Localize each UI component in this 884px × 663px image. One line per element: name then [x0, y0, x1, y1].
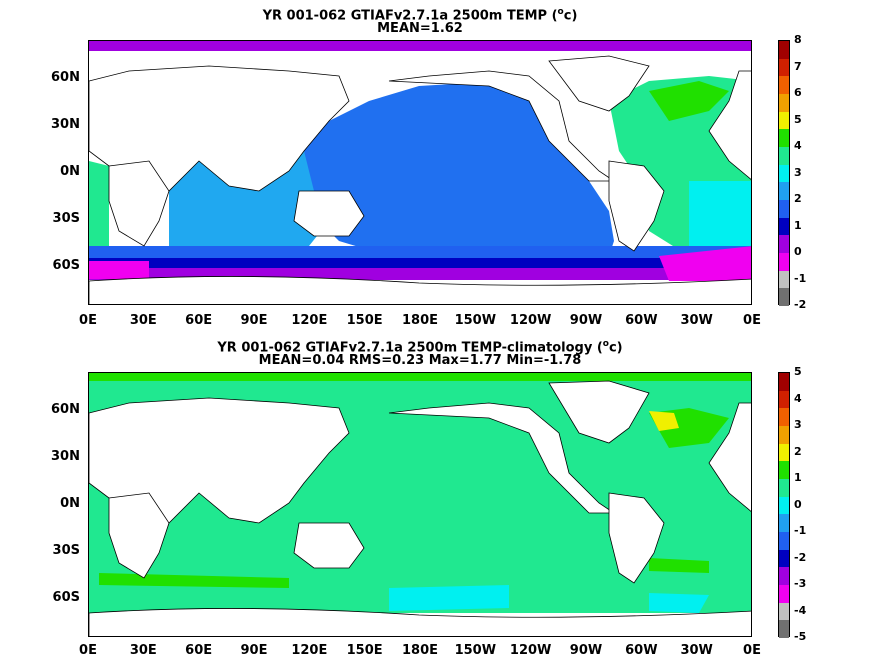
colorbar-segment — [779, 76, 789, 95]
colorbar-segment — [779, 479, 789, 498]
lon-label: 30E — [129, 643, 157, 658]
colorbar-tick-label: 5 — [794, 112, 802, 126]
colorbar-segment — [779, 58, 789, 77]
lon-label: 150W — [454, 313, 497, 328]
lon-label: 90W — [569, 313, 603, 328]
lat-label: 60N — [51, 70, 80, 85]
colorbar-tick-label: 7 — [794, 59, 802, 73]
lon-label: 150E — [346, 643, 383, 658]
colorbar-segment — [779, 567, 789, 586]
colorbar-segment — [779, 235, 789, 254]
colorbar-segment — [779, 373, 789, 392]
colorbar-segment — [779, 182, 789, 201]
lon-label: 60E — [185, 643, 213, 658]
panel2-map — [88, 372, 752, 637]
colorbar-segment — [779, 217, 789, 236]
panel1-colorbar — [778, 40, 790, 307]
lon-label: 0E — [79, 313, 97, 328]
lat-label: 0N — [60, 496, 80, 511]
colorbar-tick-label: 1 — [794, 218, 802, 232]
lat-label: 60N — [51, 402, 80, 417]
colorbar-tick-label: 6 — [794, 86, 802, 99]
colorbar-segment — [779, 549, 789, 568]
colorbar-segment — [779, 41, 789, 60]
panel2-subtitle: MEAN=0.04 RMS=0.23 Max=1.77 Min=-1.78 — [258, 353, 582, 368]
colorbar-segment — [779, 443, 789, 462]
colorbar-segment — [779, 253, 789, 272]
colorbar-tick-label: 1 — [794, 471, 802, 484]
colorbar-tick-label: -1 — [794, 524, 807, 537]
panel1-subtitle: MEAN=1.62 — [377, 21, 463, 36]
colorbar-segment — [779, 94, 789, 113]
lon-label: 90W — [569, 643, 603, 658]
lat-label: 30N — [51, 117, 80, 132]
lat-label: 60S — [52, 258, 80, 273]
lon-label: 150E — [346, 313, 383, 328]
colorbar-tick-label: 5 — [794, 365, 802, 378]
colorbar-segment — [779, 147, 789, 166]
lon-label: 120E — [291, 643, 328, 658]
colorbar-segment — [779, 461, 789, 480]
lon-label: 120E — [291, 313, 328, 328]
panel1-title: YR 001-062 GTIAFv2.7.1a 2500m TEMP (oc) — [262, 7, 578, 24]
lon-label: 60W — [625, 313, 658, 328]
colorbar-segment — [779, 585, 789, 604]
lon-label: 0E — [79, 643, 97, 658]
colorbar-tick-label: 0 — [794, 245, 802, 258]
lat-label: 60S — [52, 590, 80, 605]
colorbar-tick-label: 3 — [794, 165, 802, 179]
lon-label: 30E — [129, 313, 157, 328]
colorbar-tick-label: -2 — [794, 550, 807, 564]
lon-label: 60E — [185, 313, 213, 328]
lon-label: 30W — [680, 313, 713, 328]
colorbar-tick-label: 4 — [794, 139, 802, 152]
colorbar-tick-label: 0 — [794, 497, 802, 511]
colorbar-segment — [779, 288, 789, 307]
lon-label: 30W — [680, 643, 713, 658]
lon-label: 90E — [240, 313, 268, 328]
lon-label: 0E — [743, 643, 761, 658]
colorbar-segment — [779, 111, 789, 130]
colorbar-segment — [779, 129, 789, 148]
colorbar-segment — [779, 514, 789, 533]
colorbar-segment — [779, 602, 789, 621]
lon-label: 0E — [743, 313, 761, 328]
colorbar-segment — [779, 270, 789, 289]
lat-label: 30N — [51, 449, 80, 464]
colorbar-tick-label: -4 — [794, 603, 807, 617]
colorbar-tick-label: -5 — [794, 630, 807, 643]
colorbar-tick-label: -3 — [794, 577, 807, 590]
panel2-title: YR 001-062 GTIAFv2.7.1a 2500m TEMP-clima… — [217, 339, 623, 356]
colorbar-segment — [779, 496, 789, 515]
lon-label: 120W — [509, 643, 552, 658]
colorbar-tick-label: 2 — [794, 192, 802, 205]
colorbar-segment — [779, 532, 789, 551]
colorbar-tick-label: 3 — [794, 418, 802, 431]
lon-label: 60W — [625, 643, 658, 658]
lon-label: 180E — [401, 313, 439, 328]
colorbar-segment — [779, 390, 789, 409]
colorbar-tick-label: 4 — [794, 391, 802, 405]
lat-label: 30S — [52, 543, 80, 558]
colorbar-tick-label: 2 — [794, 444, 802, 458]
colorbar-segment — [779, 200, 789, 219]
panel1-map — [88, 40, 752, 305]
panel2-colorbar — [778, 372, 790, 639]
lon-label: 180E — [401, 643, 439, 658]
lon-label: 90E — [240, 643, 268, 658]
colorbar-segment — [779, 426, 789, 445]
lon-label: 120W — [509, 313, 552, 328]
colorbar-segment — [779, 408, 789, 427]
colorbar-tick-label: -1 — [794, 271, 807, 285]
colorbar-tick-label: -2 — [794, 298, 807, 311]
lat-label: 30S — [52, 211, 80, 226]
lon-label: 150W — [454, 643, 497, 658]
colorbar-segment — [779, 620, 789, 639]
colorbar-segment — [779, 164, 789, 183]
lat-label: 0N — [60, 164, 80, 179]
colorbar-tick-label: 8 — [794, 33, 802, 46]
